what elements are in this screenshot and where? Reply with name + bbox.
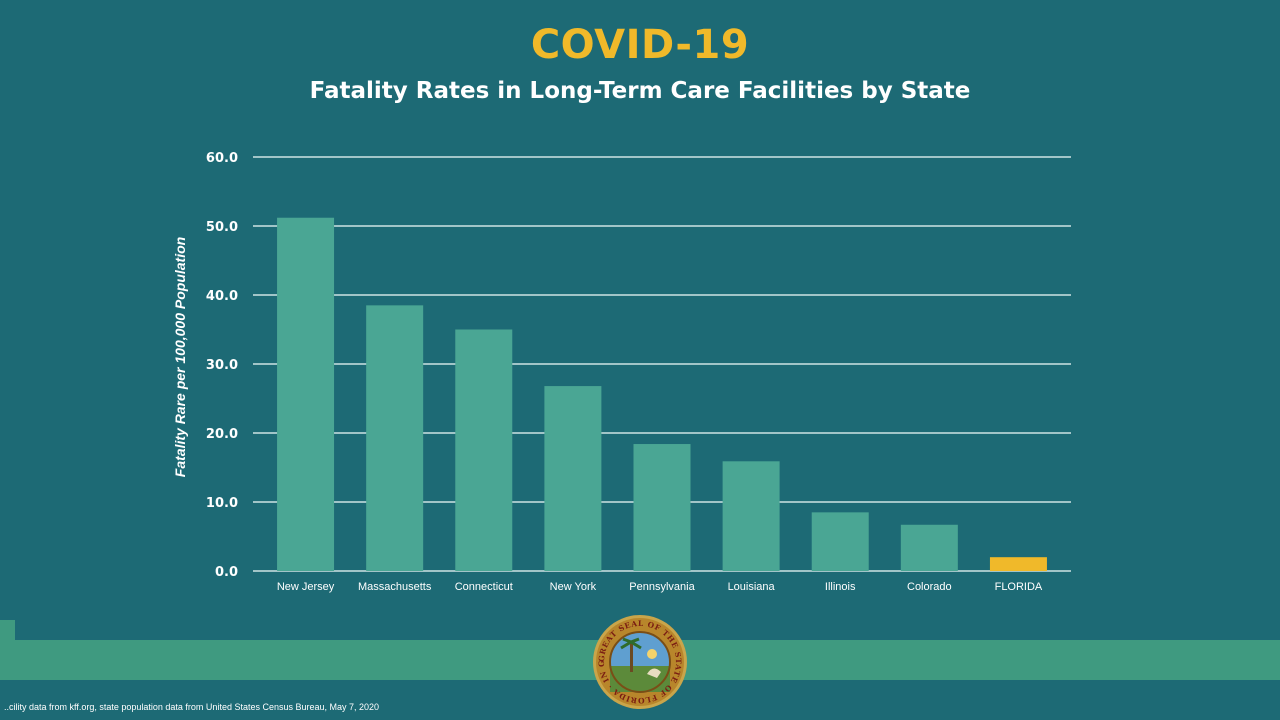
chart-subtitle: Fatality Rates in Long-Term Care Facilit… (309, 78, 971, 104)
x-tick-label: New York (550, 581, 597, 593)
florida-seal-icon: GREAT SEAL OF THE STATE OF FLORIDA · IN … (592, 614, 687, 709)
bar-new-york (544, 386, 602, 571)
y-tick-label: 20.0 (206, 427, 238, 442)
source-footnote: ..cility data from kff.org, state popula… (4, 702, 380, 712)
y-tick-label: 60.0 (206, 151, 238, 166)
y-axis-ticks: 0.0 10.0 20.0 30.0 40.0 50.0 60.0 (206, 151, 238, 580)
slide-title: COVID-19 (530, 22, 750, 68)
x-tick-label: Colorado (907, 581, 952, 593)
bar-illinois (811, 512, 869, 571)
bar-colorado (900, 524, 958, 571)
bar-massachusetts (366, 305, 424, 571)
x-tick-label: Louisiana (728, 581, 776, 593)
x-tick-label: FLORIDA (995, 581, 1043, 593)
bar-louisiana (722, 461, 780, 571)
bar-pennsylvania (633, 444, 691, 571)
y-tick-label: 30.0 (206, 358, 238, 373)
bar-connecticut (455, 329, 513, 571)
x-tick-label: Pennsylvania (629, 581, 695, 593)
bar-chart: 0.0 10.0 20.0 30.0 40.0 50.0 60.0 New Jersey Ma… (172, 151, 1071, 593)
bar-florida (989, 557, 1047, 571)
x-tick-label: New Jersey (277, 581, 335, 593)
y-tick-label: 50.0 (206, 220, 238, 235)
x-tick-label: Massachusetts (358, 581, 432, 593)
y-tick-label: 0.0 (215, 565, 238, 580)
x-tick-label: Illinois (825, 581, 856, 593)
bars (277, 217, 1047, 571)
bar-new-jersey (277, 217, 335, 571)
x-tick-label: Connecticut (455, 581, 513, 593)
y-tick-label: 10.0 (206, 496, 238, 511)
x-axis-ticks: New Jersey Massachusetts Connecticut New Yo… (277, 581, 1043, 593)
y-tick-label: 40.0 (206, 289, 238, 304)
y-axis-label: Fatality Rare per 100,000 Population (172, 237, 188, 477)
